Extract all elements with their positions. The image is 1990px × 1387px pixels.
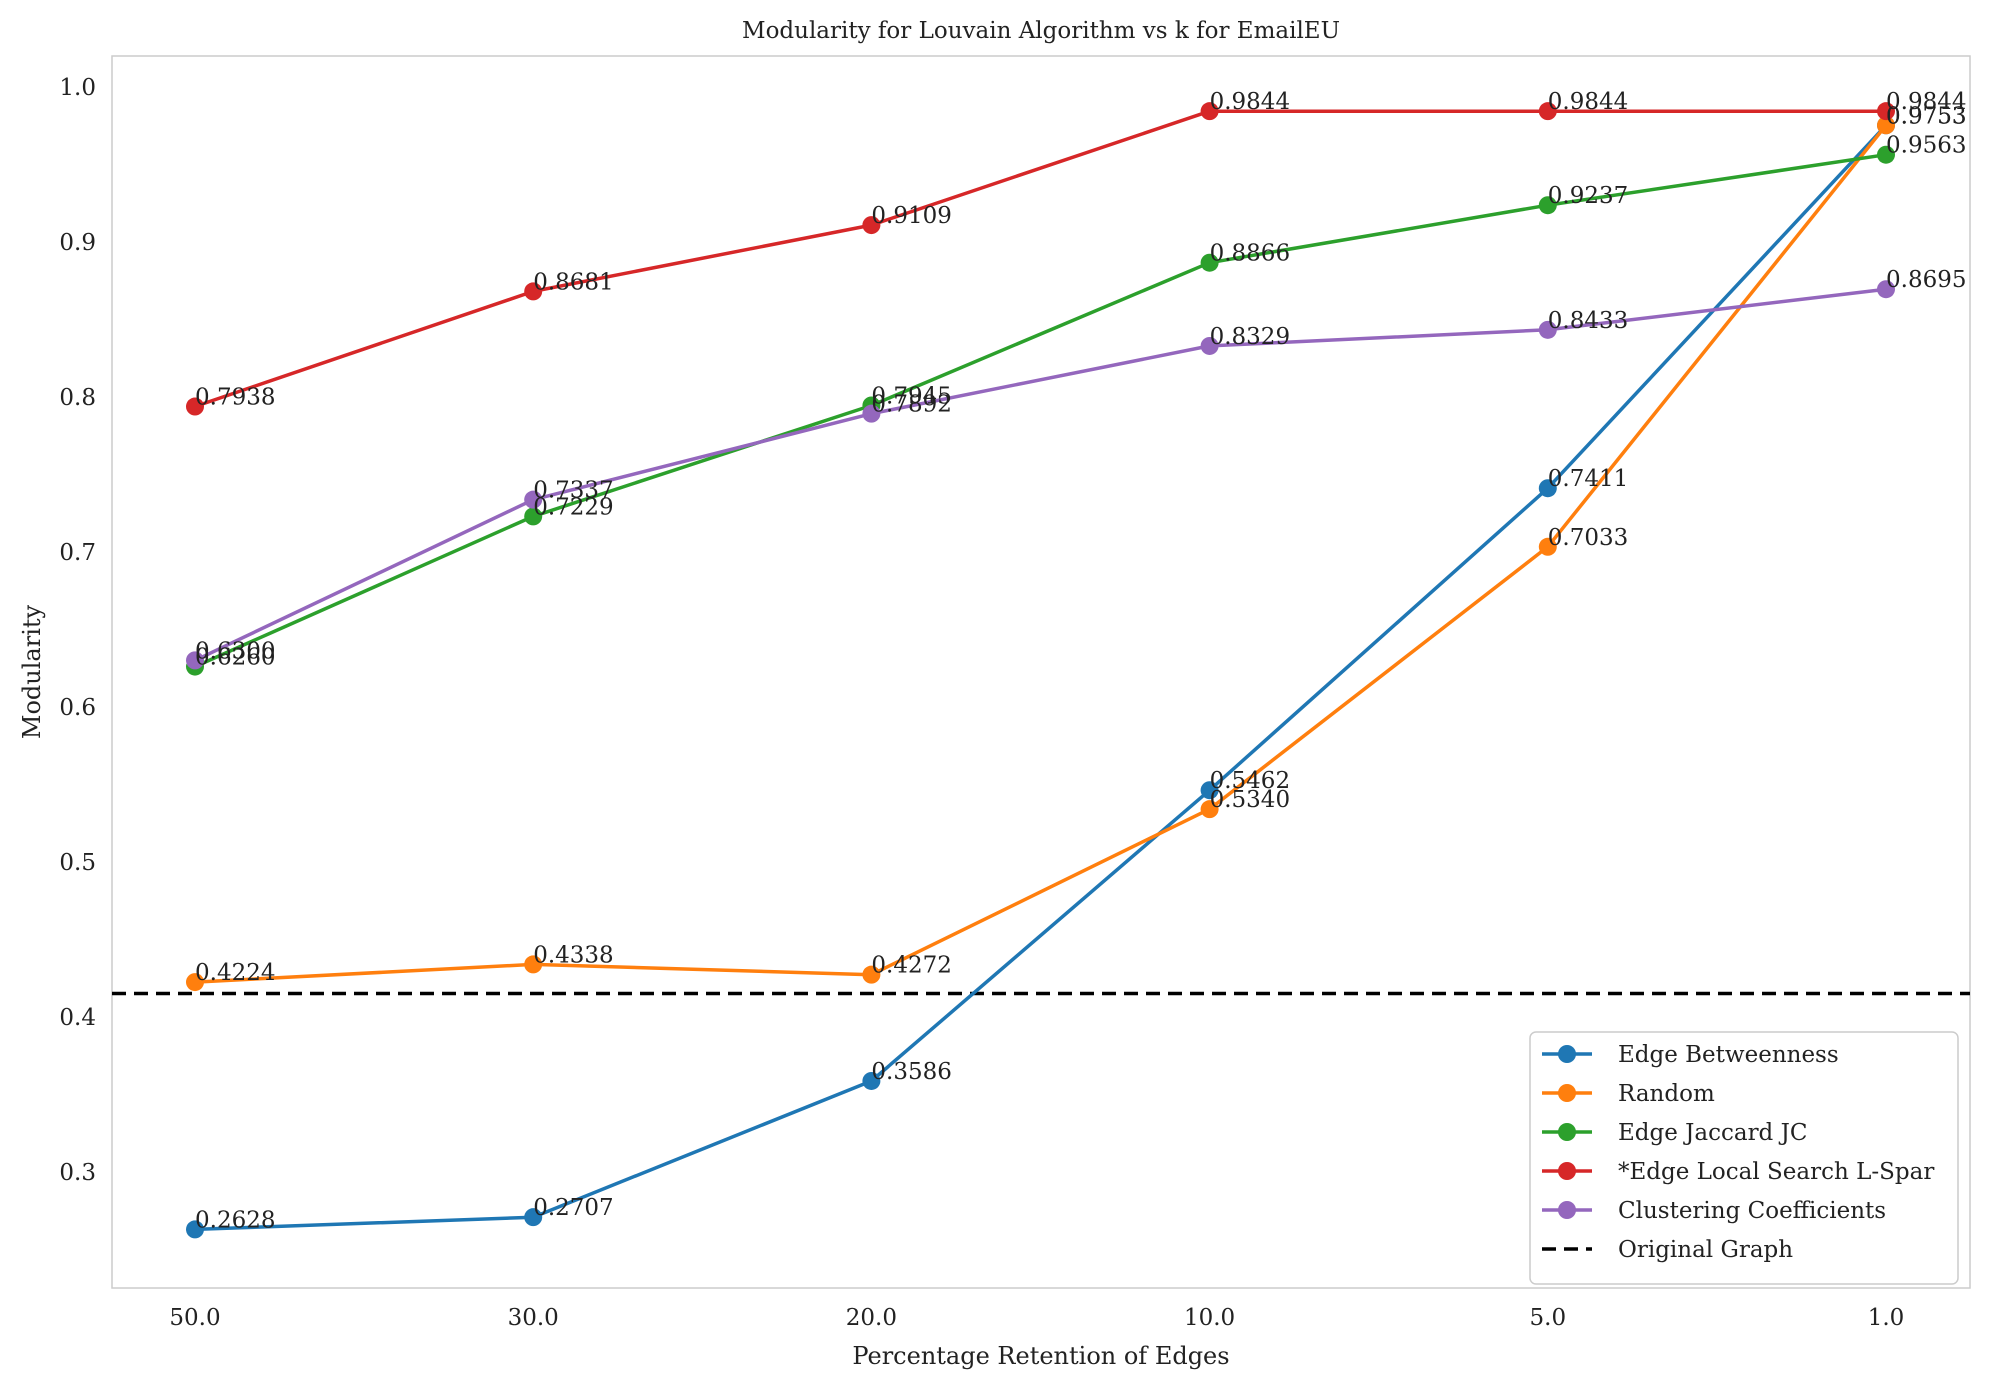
series-line	[194, 124, 1888, 1232]
data-label: 0.7945	[871, 383, 951, 409]
data-point	[862, 404, 881, 423]
y-tick-label: 0.9	[59, 230, 96, 256]
data-label: 0.3586	[871, 1059, 951, 1085]
x-tick-label: 30.0	[508, 1305, 559, 1331]
series-line	[194, 109, 1886, 409]
data-point	[524, 507, 543, 526]
data-point	[1200, 253, 1219, 272]
data-point	[862, 965, 881, 984]
data-point	[1877, 102, 1895, 121]
data-point	[862, 1071, 881, 1090]
data-point	[186, 973, 204, 992]
y-tick-label: 1.0	[59, 75, 96, 101]
x-axis-label: Percentage Retention of Edges	[852, 1342, 1229, 1370]
data-label: 0.9753	[1886, 103, 1966, 129]
chart-title: Modularity for Louvain Algorithm vs k fo…	[742, 18, 1340, 44]
x-tick-label: 1.0	[1868, 1305, 1905, 1331]
legend: Edge Betweenness Random Edge Jaccard JC *Ed…	[1529, 1031, 1959, 1285]
y-axis-ticks: 0.3 0.4 0.5 0.6 0.7 0.8 0.9 1.0	[59, 75, 96, 1186]
data-label: 0.7938	[195, 385, 275, 411]
data-point	[1200, 781, 1219, 800]
legend-swatch-marker	[1558, 1162, 1576, 1180]
legend-swatch-marker	[1558, 1045, 1576, 1063]
legend-swatch-marker	[1558, 1201, 1576, 1219]
data-label: 0.9844	[1548, 89, 1628, 115]
data-label: 0.7033	[1548, 525, 1628, 551]
data-label: 0.4272	[871, 953, 951, 979]
y-tick-label: 0.7	[59, 540, 96, 566]
y-tick-label: 0.4	[59, 1005, 96, 1031]
data-point	[186, 397, 204, 416]
legend-label: *Edge Local Search L-Spar	[1618, 1159, 1934, 1185]
data-label: 0.8329	[1210, 324, 1290, 350]
legend-label: Original Graph	[1618, 1237, 1793, 1263]
y-tick-label: 0.5	[59, 850, 96, 876]
data-point	[524, 955, 543, 974]
data-label: 0.9844	[1886, 89, 1966, 115]
data-label: 0.9563	[1886, 133, 1966, 159]
data-label: 0.8681	[533, 269, 613, 295]
legend-label: Edge Jaccard JC	[1618, 1120, 1807, 1146]
data-label: 0.6300	[195, 638, 275, 664]
legend-label: Random	[1618, 1081, 1715, 1107]
data-label: 0.4224	[195, 960, 275, 986]
data-label: 0.9109	[871, 203, 951, 229]
series-layer	[186, 102, 1895, 1239]
legend-swatch-marker	[1558, 1123, 1576, 1141]
data-label: 0.9237	[1548, 183, 1628, 209]
y-tick-label: 0.6	[59, 695, 96, 721]
data-label: 0.8695	[1886, 267, 1966, 293]
data-label: 0.8866	[1210, 241, 1290, 267]
legend-label: Edge Betweenness	[1618, 1042, 1839, 1068]
data-label: 0.2707	[533, 1195, 613, 1221]
data-label: 0.5340	[1210, 787, 1290, 813]
data-label: 0.7892	[871, 392, 951, 418]
data-label: 0.7411	[1548, 466, 1628, 492]
series-line	[194, 124, 1888, 984]
data-point	[524, 1208, 543, 1227]
x-tick-label: 5.0	[1530, 1305, 1567, 1331]
data-point	[186, 1220, 204, 1239]
data-point	[1200, 102, 1219, 121]
x-axis-ticks: 50.0 30.0 20.0 10.0 5.0 1.0	[169, 1305, 1904, 1331]
data-point	[1538, 537, 1557, 556]
data-point	[862, 216, 881, 235]
data-point	[524, 282, 543, 301]
data-point	[1538, 479, 1557, 498]
data-point	[1538, 102, 1557, 121]
data-point	[1538, 320, 1557, 339]
data-point	[1200, 336, 1219, 355]
data-point	[186, 651, 204, 670]
legend-box	[1529, 1031, 1959, 1285]
data-labels-layer: 0.2628 0.2707 0.3586 0.5462 0.7411 0.9753 0.42…	[195, 89, 1966, 1233]
x-tick-label: 10.0	[1184, 1305, 1235, 1331]
data-point	[1538, 196, 1557, 215]
data-label: 0.9753	[1886, 103, 1966, 129]
data-point	[1200, 800, 1219, 819]
series-line	[194, 152, 1887, 669]
x-tick-label: 50.0	[169, 1305, 220, 1331]
x-tick-label: 20.0	[846, 1305, 897, 1331]
plot-area-frame	[111, 55, 1971, 1289]
y-tick-label: 0.8	[59, 385, 96, 411]
data-label: 0.9844	[1210, 89, 1290, 115]
data-point	[1877, 280, 1895, 299]
data-label: 0.6260	[195, 645, 275, 671]
data-label: 0.5462	[1210, 768, 1290, 794]
data-point	[1877, 116, 1895, 135]
data-label: 0.2628	[195, 1207, 275, 1233]
y-tick-label: 0.3	[59, 1160, 96, 1186]
data-label: 0.8433	[1548, 308, 1628, 334]
data-point	[524, 490, 543, 509]
data-label: 0.7337	[533, 478, 613, 504]
legend-swatch-marker	[1558, 1084, 1576, 1102]
series-line	[194, 287, 1887, 662]
y-axis-label: Modularity	[18, 604, 46, 739]
legend-label: Clustering Coefficients	[1618, 1198, 1886, 1224]
data-point	[1877, 145, 1895, 164]
data-label: 0.7229	[533, 494, 613, 520]
data-label: 0.4338	[533, 942, 613, 968]
